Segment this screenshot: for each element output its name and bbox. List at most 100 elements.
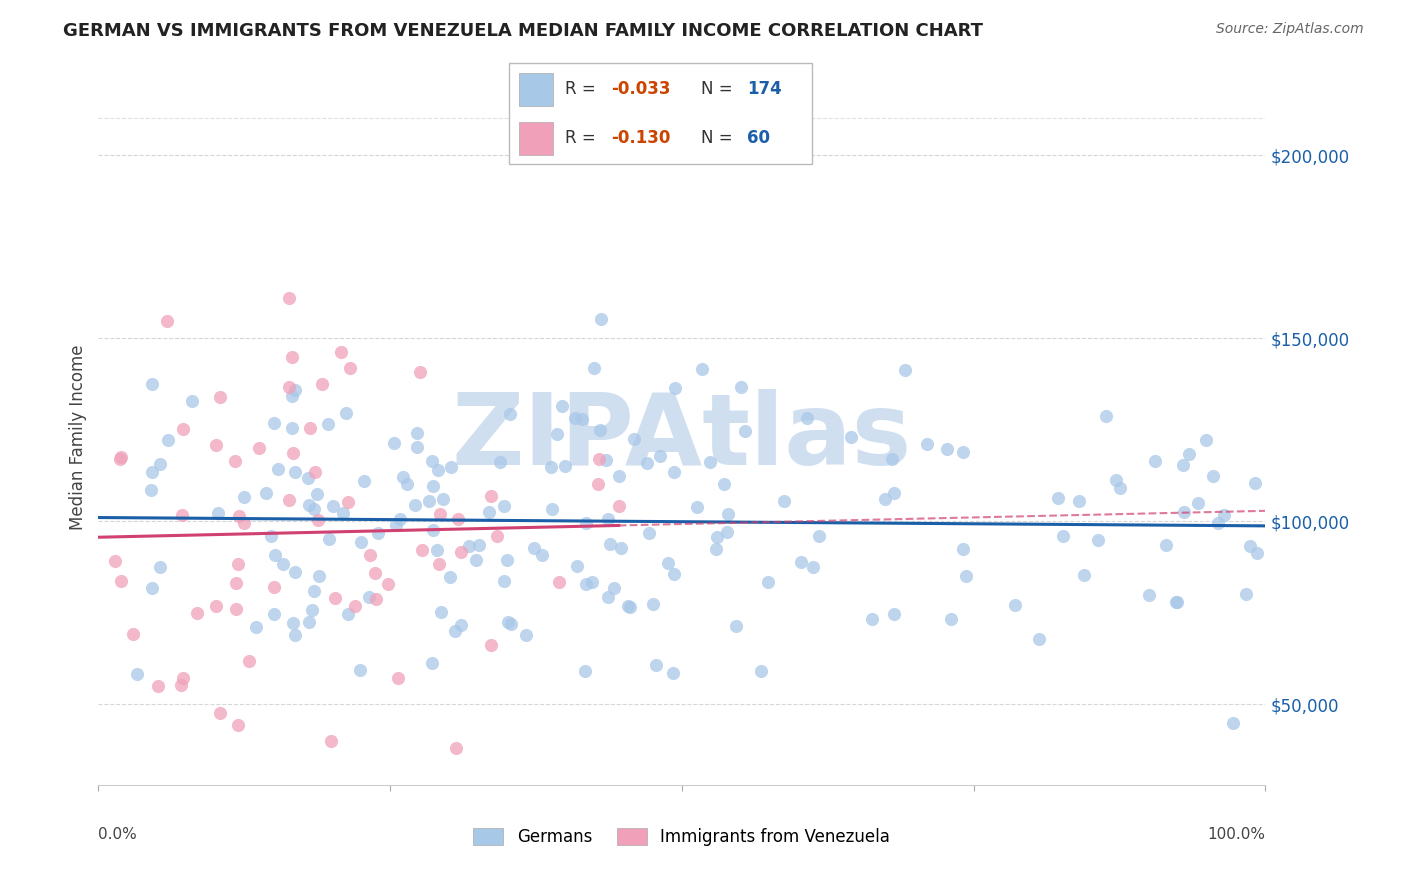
Point	[422, 656, 444, 670]
Point	[486, 529, 509, 543]
Point	[432, 492, 454, 507]
Point	[1109, 481, 1132, 495]
Point	[730, 380, 752, 394]
Point	[263, 580, 285, 594]
Point	[1178, 447, 1201, 461]
Point	[426, 542, 449, 557]
Point	[205, 438, 228, 452]
Point	[588, 451, 610, 466]
Point	[1154, 538, 1177, 552]
Point	[1202, 468, 1225, 483]
Text: GERMAN VS IMMIGRANTS FROM VENEZUELA MEDIAN FAMILY INCOME CORRELATION CHART: GERMAN VS IMMIGRANTS FROM VENEZUELA MEDI…	[63, 22, 983, 40]
Point	[915, 437, 938, 451]
Point	[387, 672, 409, 686]
Point	[225, 575, 247, 590]
Text: -0.130: -0.130	[612, 128, 671, 147]
Point	[122, 627, 145, 641]
Point	[141, 581, 163, 595]
Point	[1208, 516, 1230, 531]
Legend: Germans, Immigrants from Venezuela: Germans, Immigrants from Venezuela	[467, 822, 897, 853]
Point	[336, 607, 359, 621]
Point	[284, 383, 307, 397]
Point	[619, 600, 641, 615]
Point	[515, 628, 537, 642]
Point	[1067, 494, 1090, 508]
Point	[1166, 595, 1188, 609]
Text: R =: R =	[565, 128, 600, 147]
Point	[458, 539, 481, 553]
Point	[139, 483, 162, 497]
Point	[692, 362, 714, 376]
Text: -0.033: -0.033	[612, 79, 671, 97]
FancyBboxPatch shape	[509, 63, 813, 164]
Point	[281, 351, 304, 365]
Point	[1195, 433, 1218, 447]
Point	[1105, 473, 1128, 487]
Point	[540, 459, 562, 474]
Point	[1173, 505, 1195, 519]
Point	[713, 477, 735, 491]
Point	[479, 489, 502, 503]
Point	[427, 558, 450, 572]
Text: Source: ZipAtlas.com: Source: ZipAtlas.com	[1216, 22, 1364, 37]
Point	[238, 654, 260, 668]
Point	[281, 421, 304, 435]
Point	[523, 541, 546, 556]
Point	[531, 549, 554, 563]
Point	[749, 664, 772, 678]
Point	[321, 734, 343, 748]
Point	[554, 458, 576, 473]
Point	[108, 451, 131, 466]
Point	[564, 410, 586, 425]
Point	[281, 615, 304, 630]
Point	[492, 574, 515, 588]
Point	[952, 445, 974, 459]
Point	[377, 577, 399, 591]
Point	[551, 399, 574, 413]
Point	[302, 502, 325, 516]
Point	[574, 577, 596, 591]
Point	[596, 591, 619, 605]
Point	[169, 678, 191, 692]
Point	[404, 498, 426, 512]
Point	[756, 574, 779, 589]
Point	[636, 456, 658, 470]
Point	[704, 542, 727, 557]
Point	[148, 680, 170, 694]
Point	[883, 607, 905, 621]
Point	[260, 529, 283, 543]
Point	[172, 422, 194, 436]
Point	[1144, 454, 1167, 468]
Point	[478, 506, 501, 520]
Point	[492, 500, 515, 514]
Point	[644, 657, 666, 672]
Point	[156, 314, 179, 328]
Point	[952, 542, 974, 557]
Point	[149, 457, 172, 471]
Point	[411, 542, 433, 557]
Point	[495, 553, 517, 567]
Text: R =: R =	[565, 79, 600, 97]
Point	[439, 570, 461, 584]
Text: N =: N =	[702, 128, 738, 147]
Point	[546, 426, 568, 441]
Text: 174: 174	[748, 79, 782, 97]
Point	[307, 512, 329, 526]
Point	[422, 523, 444, 537]
FancyBboxPatch shape	[519, 73, 553, 105]
Point	[603, 581, 626, 595]
Point	[278, 380, 301, 394]
Point	[339, 360, 361, 375]
Point	[271, 558, 294, 572]
Point	[1246, 546, 1268, 560]
Point	[662, 665, 685, 680]
Point	[447, 512, 470, 526]
Point	[204, 599, 226, 613]
Point	[623, 432, 645, 446]
Point	[349, 663, 371, 677]
Point	[104, 554, 127, 568]
Point	[298, 421, 321, 435]
Point	[245, 620, 267, 634]
Point	[607, 469, 630, 483]
Point	[468, 538, 491, 552]
